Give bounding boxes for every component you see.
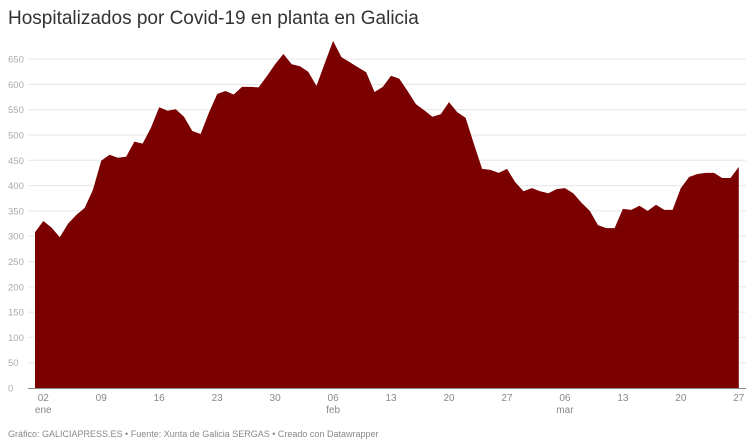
x-month-label: mar: [556, 405, 574, 416]
x-tick-label: 02: [38, 393, 50, 404]
y-tick-label: 600: [8, 80, 24, 91]
y-tick-label: 0: [8, 384, 13, 395]
x-tick-label: 30: [270, 393, 282, 404]
x-tick-label: 06: [328, 393, 340, 404]
y-tick-label: 350: [8, 206, 24, 217]
x-tick-label: 16: [154, 393, 166, 404]
chart-footer: Gráfico: GALICIAPRESS.ES • Fuente: Xunta…: [8, 429, 379, 439]
y-tick-label: 300: [8, 232, 24, 243]
x-tick-label: 20: [443, 393, 455, 404]
y-tick-label: 650: [8, 55, 24, 66]
x-tick-label: 23: [212, 393, 224, 404]
x-month-label: ene: [35, 405, 52, 416]
x-tick-label: 09: [96, 393, 108, 404]
y-tick-label: 500: [8, 131, 24, 142]
x-tick-label: 27: [501, 393, 513, 404]
x-tick-label: 20: [675, 393, 687, 404]
y-tick-label: 150: [8, 308, 24, 319]
y-tick-label: 400: [8, 181, 24, 192]
y-tick-label: 50: [8, 358, 19, 369]
chart-title: Hospitalizados por Covid-19 en planta en…: [8, 8, 419, 29]
x-month-label: feb: [326, 405, 340, 416]
y-tick-label: 450: [8, 156, 24, 167]
x-tick-label: 13: [617, 393, 629, 404]
x-tick-label: 27: [733, 393, 745, 404]
x-tick-label: 06: [559, 393, 571, 404]
area-series: [35, 40, 739, 389]
y-tick-label: 100: [8, 333, 24, 344]
y-tick-label: 200: [8, 282, 24, 293]
x-tick-label: 13: [385, 393, 397, 404]
y-tick-label: 550: [8, 105, 24, 116]
y-tick-label: 250: [8, 257, 24, 268]
